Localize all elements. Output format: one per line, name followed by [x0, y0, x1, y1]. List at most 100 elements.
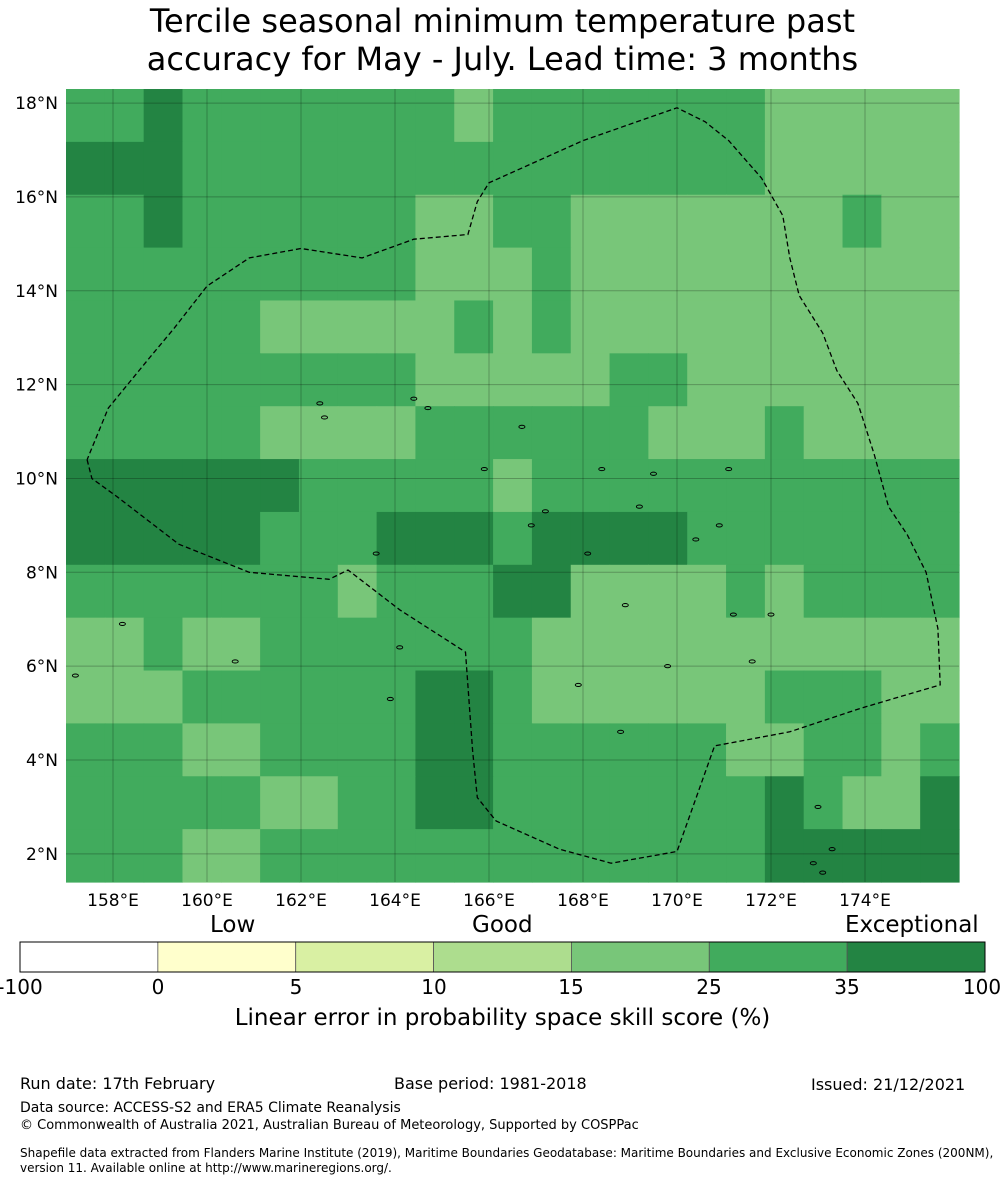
- island-outline: [231, 659, 239, 664]
- skill-cell: [726, 723, 766, 777]
- skill-cell: [726, 564, 766, 619]
- skill-cell: [376, 247, 417, 302]
- skill-cell: [337, 353, 378, 407]
- skill-cell: [570, 776, 611, 830]
- skill-cell: [531, 89, 572, 143]
- colorbar-label: Linear error in probability space skill …: [234, 1005, 771, 1031]
- skill-cell: [687, 141, 727, 196]
- skill-cell: [609, 141, 649, 196]
- skill-cell: [454, 670, 494, 724]
- skill-cell: [570, 353, 611, 407]
- skill-cell: [842, 511, 882, 566]
- skill-cell: [609, 723, 649, 777]
- skill-cell: [687, 670, 727, 724]
- skill-cell: [648, 511, 688, 566]
- skill-cell: [570, 723, 611, 777]
- island-outline: [518, 424, 526, 429]
- skill-cell: [104, 723, 145, 777]
- island-outline: [692, 537, 700, 542]
- latitude-label: 14°N: [15, 282, 58, 302]
- skill-cell: [376, 617, 417, 672]
- skill-cell: [493, 141, 533, 196]
- skill-cell: [66, 247, 106, 302]
- skill-cell: [803, 670, 844, 724]
- colorbar-swatch: [571, 941, 710, 973]
- skill-cell: [648, 194, 688, 249]
- skill-cell: [221, 776, 261, 830]
- skill-cell: [803, 564, 844, 619]
- skill-cell: [66, 459, 106, 513]
- skill-cell: [920, 829, 960, 883]
- colorbar-tick: 10: [421, 975, 447, 999]
- latitude-label: 6°N: [26, 657, 58, 677]
- skill-cell: [648, 353, 688, 407]
- skill-cell: [881, 406, 921, 460]
- skill-cell: [260, 617, 300, 672]
- skill-cell: [260, 829, 300, 883]
- skill-cell: [726, 670, 766, 724]
- skill-cell: [687, 459, 727, 513]
- latitude-label: 16°N: [15, 188, 58, 208]
- latitude-tick-labels: 18°N 16°N 14°N 12°N 10°N 8°N 6°N 4°N 2°N: [15, 94, 58, 865]
- skill-cell: [609, 670, 649, 724]
- skill-cell: [376, 353, 417, 407]
- skill-cell: [66, 617, 106, 672]
- skill-cell: [842, 829, 882, 883]
- skill-cell: [881, 141, 921, 196]
- island-outline: [809, 861, 817, 866]
- island-coastlines: [71, 396, 836, 875]
- skill-cell: [221, 564, 261, 619]
- skill-cell: [376, 723, 417, 777]
- island-outline: [715, 523, 723, 528]
- skill-cell: [337, 459, 378, 513]
- skill-cell: [842, 776, 882, 830]
- skill-cell: [66, 406, 106, 460]
- skill-cell: [531, 300, 572, 354]
- longitude-label: 162°E: [275, 891, 327, 911]
- skill-cell: [104, 511, 145, 566]
- skill-cell: [415, 617, 455, 672]
- skill-cell: [182, 141, 222, 196]
- skill-cell: [376, 511, 417, 566]
- skill-cell: [143, 194, 184, 249]
- colorbar-tick: -100: [0, 975, 43, 999]
- skill-cell: [920, 617, 960, 672]
- skill-cell: [182, 776, 222, 830]
- colorbar-swatch: [157, 941, 297, 973]
- latitude-label: 4°N: [26, 751, 58, 771]
- skill-cell: [337, 300, 378, 354]
- longitude-label: 172°E: [745, 891, 797, 911]
- skill-cell: [182, 353, 222, 407]
- skill-cell: [803, 829, 844, 883]
- skill-cell: [531, 776, 572, 830]
- skill-cell: [454, 459, 494, 513]
- skill-cell: [260, 459, 300, 513]
- skill-cell: [764, 300, 805, 354]
- skill-cell: [842, 353, 882, 407]
- skill-cell: [803, 300, 844, 354]
- skill-cell: [104, 776, 145, 830]
- skill-cell: [298, 89, 339, 143]
- skill-cell: [493, 300, 533, 354]
- shapefile-credit: Shapefile data extracted from Flanders M…: [20, 1146, 994, 1175]
- skill-cell: [221, 406, 261, 460]
- skill-cell: [531, 829, 572, 883]
- skill-cell: [531, 141, 572, 196]
- skill-cell: [570, 89, 611, 143]
- skill-cell: [842, 89, 882, 143]
- skill-cell: [415, 829, 455, 883]
- skill-cell: [842, 406, 882, 460]
- island-outline: [598, 466, 606, 472]
- island-outline: [584, 551, 592, 556]
- skill-cell: [454, 723, 494, 777]
- skill-cell: [726, 511, 766, 566]
- skill-cell: [493, 617, 533, 672]
- skill-cell: [337, 829, 378, 883]
- skill-cell: [182, 723, 222, 777]
- island-outline: [527, 523, 535, 528]
- skill-cell: [66, 89, 106, 143]
- skill-cell: [298, 406, 339, 460]
- skill-cell: [337, 776, 378, 830]
- skill-cell: [842, 564, 882, 619]
- skill-cell: [609, 194, 649, 249]
